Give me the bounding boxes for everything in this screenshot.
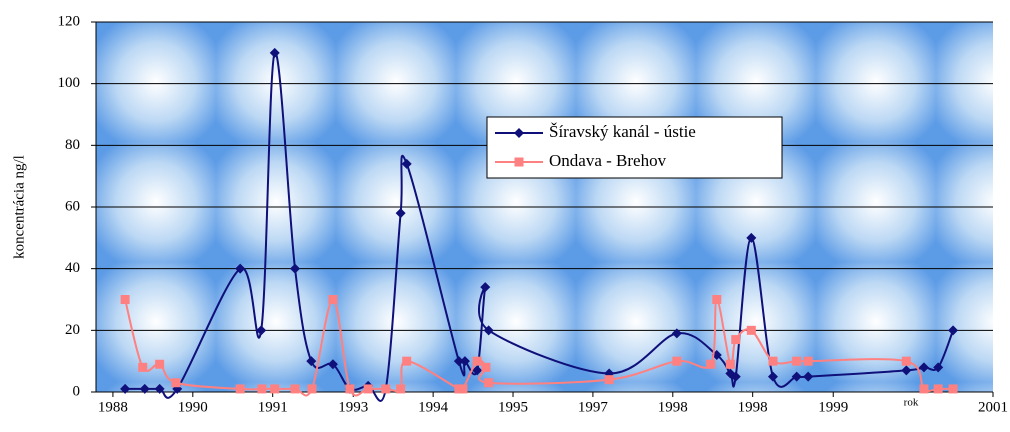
x-tick-label: 1999 — [818, 399, 848, 415]
x-tick-label: 1990 — [178, 399, 208, 415]
x-tick-label: 1988 — [98, 399, 128, 415]
marker — [381, 384, 391, 394]
marker — [933, 362, 944, 373]
marker — [401, 158, 412, 169]
x-tick-label: 1997 — [578, 399, 609, 415]
x-tick-label: 1991 — [258, 399, 288, 415]
legend-label: Šíravský kanál - ústie — [549, 122, 696, 141]
marker — [803, 356, 813, 366]
marker — [458, 384, 468, 394]
marker — [363, 384, 373, 394]
x-tick-label: 1998 — [738, 399, 768, 415]
y-axis-label: koncentrácia ng/l — [11, 155, 27, 259]
x-axis-label: rok — [904, 397, 919, 409]
marker — [171, 378, 181, 388]
marker — [270, 384, 280, 394]
marker — [901, 365, 912, 376]
marker — [792, 356, 802, 366]
marker — [307, 384, 317, 394]
marker — [948, 384, 958, 394]
marker — [901, 356, 911, 366]
legend — [486, 116, 783, 179]
marker — [791, 371, 802, 382]
marker — [671, 328, 682, 339]
marker — [396, 384, 406, 394]
marker — [933, 384, 943, 394]
marker — [706, 359, 716, 369]
marker — [459, 356, 470, 367]
marker — [120, 295, 130, 304]
marker — [731, 335, 741, 345]
y-tick-label: 100 — [58, 75, 81, 91]
marker — [120, 383, 131, 394]
marker — [472, 365, 483, 376]
marker — [725, 359, 735, 369]
marker — [328, 295, 338, 304]
marker — [138, 362, 148, 372]
marker — [514, 128, 524, 138]
marker — [712, 295, 722, 304]
series-line — [124, 298, 954, 397]
marker — [948, 325, 959, 336]
marker — [803, 371, 814, 382]
marker — [395, 208, 406, 219]
marker — [472, 356, 482, 366]
marker — [327, 359, 338, 370]
y-tick-label: 60 — [65, 198, 80, 214]
marker — [290, 263, 301, 274]
marker — [604, 375, 614, 385]
marker — [269, 47, 280, 58]
x-tick-label: 1995 — [498, 399, 528, 415]
marker — [481, 362, 491, 372]
marker — [306, 356, 317, 367]
marker — [345, 384, 355, 394]
x-tick-label: 1994 — [418, 399, 449, 415]
marker — [484, 378, 494, 388]
y-tick-label: 0 — [73, 383, 81, 399]
marker — [155, 359, 165, 369]
marker — [746, 325, 756, 335]
y-tick-label: 120 — [58, 13, 81, 29]
marker — [290, 384, 300, 394]
marker — [767, 371, 778, 382]
marker — [746, 232, 757, 243]
marker — [235, 384, 245, 394]
marker — [139, 383, 150, 394]
marker — [483, 325, 494, 336]
marker — [480, 282, 491, 293]
marker — [154, 383, 165, 394]
marker — [257, 384, 267, 394]
marker — [730, 371, 741, 382]
y-tick-label: 20 — [65, 322, 80, 338]
marker — [514, 157, 524, 167]
marker — [235, 263, 246, 274]
legend-label: Ondava - Brehov — [549, 151, 667, 170]
x-tick-label: 2001 — [978, 399, 1008, 415]
marker — [256, 325, 267, 336]
x-tick-label: 1998 — [658, 399, 688, 415]
y-tick-label: 40 — [65, 260, 80, 276]
marker — [672, 356, 682, 366]
marker — [918, 362, 929, 373]
marker — [402, 356, 412, 366]
x-tick-label: 1993 — [338, 399, 368, 415]
marker — [768, 356, 778, 366]
marker — [453, 356, 464, 367]
y-tick-label: 80 — [65, 137, 80, 153]
marker — [919, 384, 929, 394]
